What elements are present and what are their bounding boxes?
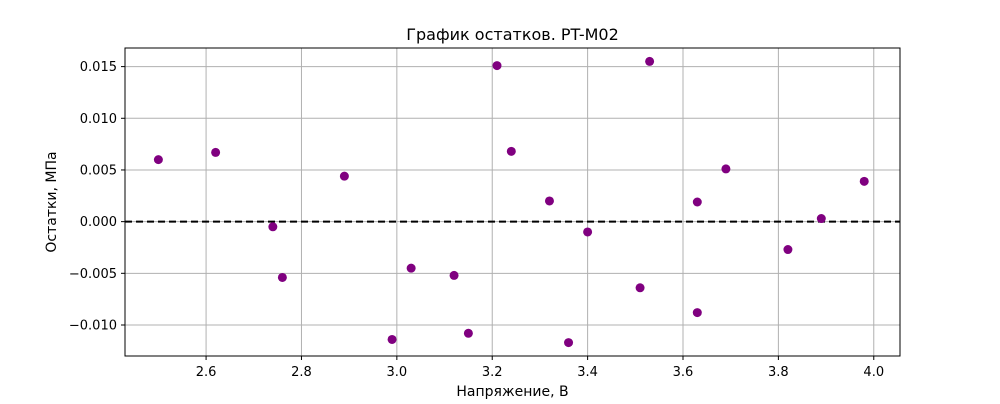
y-tick-label: 0.000 [80,215,117,230]
chart-title: График остатков. PT-M02 [406,25,619,44]
data-point [153,155,163,165]
y-tick-label: −0.010 [69,318,117,333]
x-tick-label: 2.8 [291,365,312,380]
data-point [859,176,869,186]
data-points [153,56,869,348]
data-point [406,263,416,273]
x-tick-label: 3.2 [482,365,503,380]
data-point [339,171,349,181]
y-tick-label: 0.010 [80,112,117,127]
y-tick-label: 0.015 [80,60,117,75]
data-point [387,334,397,344]
data-point [816,214,826,224]
data-point [583,227,593,237]
x-tick-label: 3.4 [577,365,598,380]
grid-lines [125,48,900,356]
data-point [449,270,459,280]
plot-frame [124,47,901,357]
x-axis-label: Напряжение, В [456,384,568,400]
x-tick-label: 2.6 [196,365,217,380]
y-axis-label: Остатки, МПа [44,151,60,252]
data-point [506,146,516,156]
data-point [721,164,731,174]
data-point [564,338,574,348]
y-tick-label: 0.005 [80,163,117,178]
x-tick-label: 3.0 [387,365,408,380]
x-tick-label: 3.6 [673,365,694,380]
data-point [635,283,645,293]
x-tick-label: 4.0 [863,365,884,380]
data-point [692,197,702,207]
data-point [544,196,554,206]
data-point [492,61,502,71]
data-point [211,147,221,157]
data-point [463,328,473,338]
y-tick-label: −0.005 [69,267,117,282]
data-point [783,245,793,255]
x-tick-label: 3.8 [768,365,789,380]
data-point [692,308,702,318]
data-point [268,222,278,232]
data-point [277,272,287,282]
data-point [645,56,655,66]
axis-ticks: 2.6 2.8 3.0 3.2 3.4 3.6 3.8 4.0 −0.010 −0.005 0.00… [69,60,884,380]
